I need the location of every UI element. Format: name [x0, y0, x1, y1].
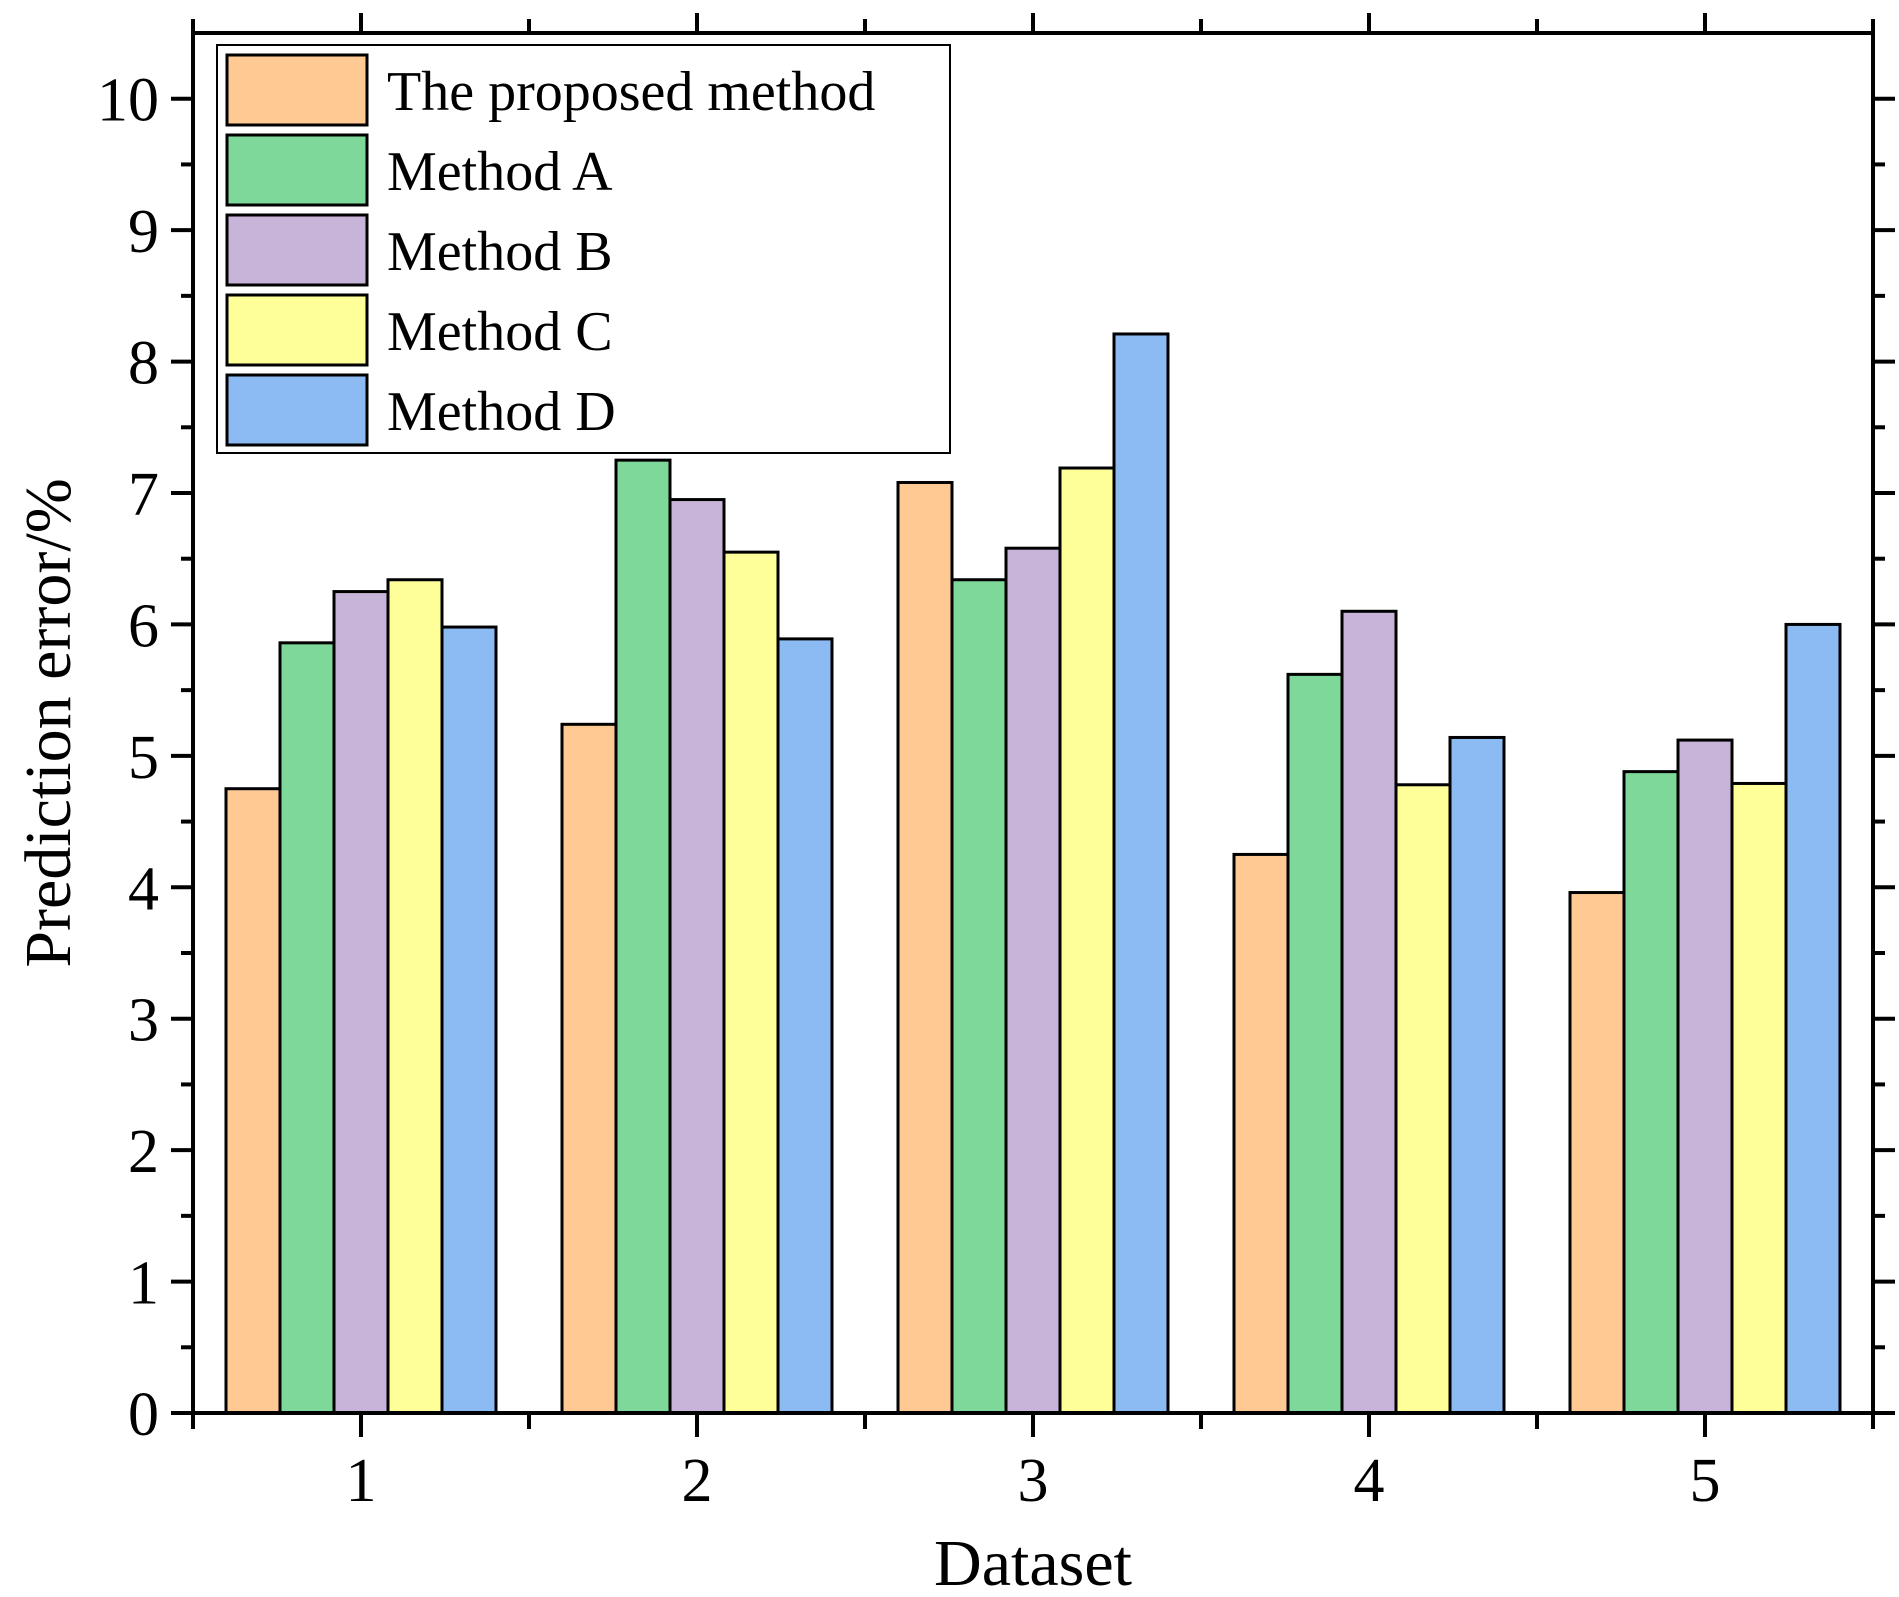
legend-label-4: Method C	[387, 301, 613, 363]
bar-dataset-1-series-4	[386, 578, 444, 1415]
legend-swatch-4	[225, 293, 369, 367]
bar-dataset-4-series-4	[1394, 783, 1452, 1415]
bars-layer	[224, 332, 1842, 1415]
x-tick-label-1: 1	[346, 1447, 377, 1515]
x-tick-label-4: 4	[1354, 1447, 1385, 1515]
legend-label-1: The proposed method	[387, 61, 875, 123]
y-axis-tick-labels: 0 1 2 3 4 5 6 7 8 9 10	[97, 67, 159, 1449]
legend-swatch-1	[225, 53, 369, 127]
legend-label-3: Method B	[387, 221, 613, 283]
bar-dataset-3-series-4	[1058, 466, 1116, 1415]
bar-dataset-4-series-3	[1340, 609, 1398, 1415]
bar-dataset-2-series-1	[560, 722, 618, 1415]
y-tick-label-8: 8	[128, 330, 159, 398]
legend: The proposed method Method A Method B Metho…	[216, 44, 951, 454]
axis-ticks	[171, 13, 1895, 1437]
y-tick-label-5: 5	[128, 724, 159, 792]
bar-dataset-2-series-2	[614, 458, 672, 1415]
bar-dataset-3-series-3	[1004, 546, 1062, 1415]
y-axis-title: Prediction error/%	[12, 478, 85, 967]
y-tick-label-6: 6	[128, 592, 159, 660]
x-axis-tick-labels: 1 2 3 4 5	[346, 1447, 1721, 1515]
bar-dataset-3-series-5	[1112, 332, 1170, 1415]
x-axis-title: Dataset	[934, 1527, 1132, 1597]
bar-dataset-5-series-4	[1730, 781, 1788, 1415]
x-tick-label-5: 5	[1690, 1447, 1721, 1515]
bar-dataset-2-series-3	[668, 498, 726, 1415]
legend-swatch-3	[225, 213, 369, 287]
bar-dataset-5-series-1	[1568, 891, 1626, 1415]
legend-label-2: Method A	[387, 141, 613, 203]
bar-dataset-5-series-5	[1784, 622, 1842, 1415]
y-tick-label-2: 2	[128, 1118, 159, 1186]
y-tick-label-3: 3	[128, 987, 159, 1055]
bar-dataset-1-series-2	[278, 641, 336, 1415]
bar-dataset-2-series-5	[776, 637, 834, 1415]
y-tick-label-1: 1	[128, 1250, 159, 1318]
y-tick-label-0: 0	[128, 1381, 159, 1449]
bar-dataset-4-series-5	[1448, 735, 1506, 1415]
x-tick-label-3: 3	[1018, 1447, 1049, 1515]
bar-dataset-3-series-1	[896, 480, 954, 1415]
bar-dataset-1-series-3	[332, 590, 390, 1415]
y-tick-label-7: 7	[128, 461, 159, 529]
bar-dataset-4-series-1	[1232, 852, 1290, 1415]
bar-dataset-1-series-1	[224, 787, 282, 1415]
legend-swatch-5	[225, 373, 369, 447]
legend-label-5: Method D	[387, 381, 616, 443]
bar-dataset-5-series-2	[1622, 770, 1680, 1415]
y-tick-label-9: 9	[128, 198, 159, 266]
bar-dataset-5-series-3	[1676, 738, 1734, 1415]
x-tick-label-2: 2	[682, 1447, 713, 1515]
legend-swatch-2	[225, 133, 369, 207]
bar-dataset-2-series-4	[722, 550, 780, 1415]
bar-dataset-1-series-5	[440, 625, 498, 1415]
y-tick-label-4: 4	[128, 855, 159, 923]
bar-dataset-4-series-2	[1286, 672, 1344, 1415]
bar-dataset-3-series-2	[950, 578, 1008, 1415]
y-tick-label-10: 10	[97, 67, 159, 135]
